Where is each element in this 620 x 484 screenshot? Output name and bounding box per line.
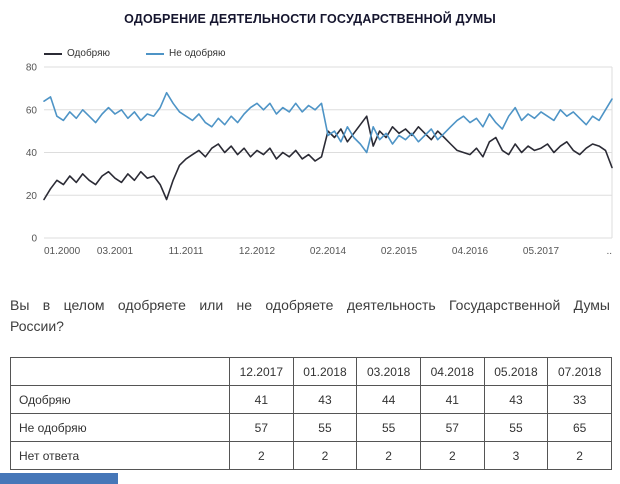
header-cell: 05.2018 xyxy=(483,357,549,386)
legend-item-disapprove: Не одобряю xyxy=(146,48,225,59)
svg-text:80: 80 xyxy=(26,63,38,74)
header-cell: 03.2018 xyxy=(356,357,421,386)
value-cell: 33 xyxy=(547,385,612,414)
header-cell: 01.2018 xyxy=(292,357,358,386)
row-label: Одобряю xyxy=(10,385,230,414)
value-cell: 55 xyxy=(356,413,421,442)
value-cell: 2 xyxy=(356,441,421,470)
approval-line-chart: 0 20 40 60 80 01.2000 03.2001 11.2011 12.2012 02.… xyxy=(26,63,613,257)
value-cell: 44 xyxy=(356,385,421,414)
question-line-2: России? xyxy=(10,318,64,334)
value-cell: 43 xyxy=(483,385,549,414)
chart-legend: Одобряю Не одобряю xyxy=(44,48,620,59)
svg-text:02.2014: 02.2014 xyxy=(310,246,347,257)
value-cell: 43 xyxy=(292,385,358,414)
svg-text:0: 0 xyxy=(31,234,37,245)
legend-item-approve: Одобряю xyxy=(44,48,110,59)
table-header-row: 12.2017 01.2018 03.2018 04.2018 05.2018 … xyxy=(10,357,612,386)
value-cell: 57 xyxy=(229,413,294,442)
question-text: Вы в целом одобряете или не одобряете де… xyxy=(10,295,610,337)
value-cell: 41 xyxy=(229,385,294,414)
svg-text:..: .. xyxy=(606,246,612,257)
table-row: Нет ответа 2 2 2 2 3 2 xyxy=(10,441,612,470)
row-label: Нет ответа xyxy=(10,441,230,470)
header-cell: 12.2017 xyxy=(229,357,294,386)
disapprove-line-swatch-icon xyxy=(146,52,165,55)
value-cell: 55 xyxy=(483,413,549,442)
table-row: Одобряю 41 43 44 41 43 33 xyxy=(10,385,612,414)
value-cell: 41 xyxy=(419,385,485,414)
value-cell: 3 xyxy=(483,441,549,470)
svg-text:20: 20 xyxy=(26,191,38,202)
svg-text:04.2016: 04.2016 xyxy=(452,246,489,257)
table-row: Не одобряю 57 55 55 57 55 65 xyxy=(10,413,612,442)
value-cell: 2 xyxy=(229,441,294,470)
svg-text:05.2017: 05.2017 xyxy=(523,246,560,257)
legend-label-approve: Одобряю xyxy=(67,48,111,59)
svg-text:12.2012: 12.2012 xyxy=(239,246,276,257)
legend-label-disapprove: Не одобряю xyxy=(169,48,226,59)
approve-line-swatch-icon xyxy=(44,52,62,55)
svg-text:40: 40 xyxy=(26,148,38,159)
value-cell: 2 xyxy=(292,441,358,470)
value-cell: 2 xyxy=(419,441,485,470)
bottom-banner[interactable] xyxy=(0,473,118,484)
svg-text:03.2001: 03.2001 xyxy=(97,246,134,257)
row-label: Не одобряю xyxy=(10,413,230,442)
question-line-1: Вы в целом одобряете или не одобряете де… xyxy=(10,297,610,313)
value-cell: 65 xyxy=(547,413,612,442)
value-cell: 2 xyxy=(547,441,612,470)
value-cell: 57 xyxy=(419,413,485,442)
svg-text:60: 60 xyxy=(26,105,38,116)
svg-text:11.2011: 11.2011 xyxy=(169,246,204,257)
results-table: 12.2017 01.2018 03.2018 04.2018 05.2018 … xyxy=(10,357,612,470)
svg-text:01.2000: 01.2000 xyxy=(44,246,81,257)
header-corner-cell xyxy=(10,357,230,386)
header-cell: 07.2018 xyxy=(547,357,612,386)
value-cell: 55 xyxy=(292,413,358,442)
svg-text:02.2015: 02.2015 xyxy=(381,246,418,257)
header-cell: 04.2018 xyxy=(419,357,485,386)
page-title: ОДОБРЕНИЕ ДЕЯТЕЛЬНОСТИ ГОСУДАРСТВЕННОЙ Д… xyxy=(124,12,496,26)
